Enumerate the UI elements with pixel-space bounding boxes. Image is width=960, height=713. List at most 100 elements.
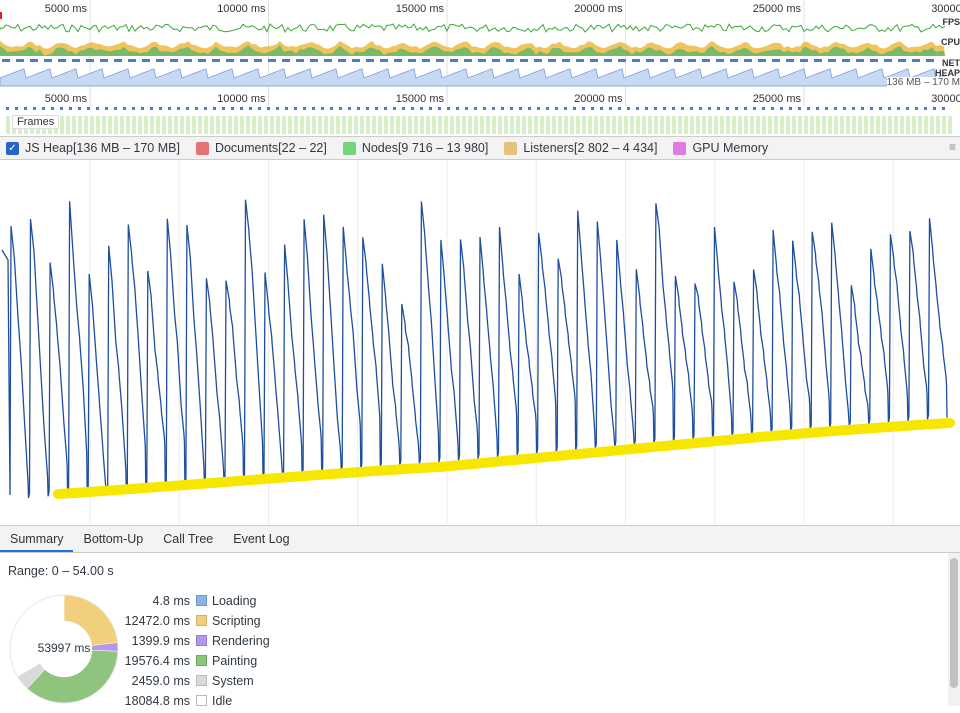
frame-bar [948, 116, 952, 134]
frame-bar [318, 116, 322, 134]
tab-event-log[interactable]: Event Log [223, 527, 299, 552]
network-marker [357, 107, 360, 110]
tab-bottom-up[interactable]: Bottom-Up [73, 527, 153, 552]
drag-handle-icon[interactable]: ≡ [949, 140, 956, 154]
network-marker [609, 107, 612, 110]
network-marker [672, 107, 675, 110]
frame-bar [360, 116, 364, 134]
net-request-bar [310, 59, 318, 62]
frame-bar [552, 116, 556, 134]
network-marker [771, 107, 774, 110]
tab-call-tree[interactable]: Call Tree [153, 527, 223, 552]
network-marker [294, 107, 297, 110]
frame-bar [384, 116, 388, 134]
frame-bar [750, 116, 754, 134]
frame-bar [822, 116, 826, 134]
net-request-bar [534, 59, 542, 62]
frame-bar [312, 116, 316, 134]
frame-bar [162, 116, 166, 134]
net-request-bar [184, 59, 192, 62]
net-request-bar [268, 59, 276, 62]
frame-bar [936, 116, 940, 134]
baseline-highlight-stroke [58, 423, 950, 494]
network-marker [942, 107, 945, 110]
counter-label: Listeners[2 802 – 4 434] [523, 141, 657, 155]
frame-bar [234, 116, 238, 134]
net-request-bar [842, 59, 850, 62]
frame-bar [840, 116, 844, 134]
network-marker [96, 107, 99, 110]
heap-range-readout: 136 MB – 170 M [887, 77, 960, 88]
ruler-tick-label: 20000 ms [574, 3, 623, 15]
frame-bar [870, 116, 874, 134]
network-marker [573, 107, 576, 110]
network-marker [807, 107, 810, 110]
frames-track[interactable]: Frames [0, 106, 960, 137]
network-marker [654, 107, 657, 110]
net-request-bar [142, 59, 150, 62]
network-marker [690, 107, 693, 110]
net-request-bar [394, 59, 402, 62]
frame-bar [66, 116, 70, 134]
net-request-bar [72, 59, 80, 62]
network-marker [816, 107, 819, 110]
net-request-bar [2, 59, 10, 62]
frame-bar [690, 116, 694, 134]
tab-summary[interactable]: Summary [0, 527, 73, 552]
memory-chart[interactable] [0, 160, 960, 526]
net-request-bar [156, 59, 164, 62]
frame-bar [138, 116, 142, 134]
ruler-tick-label: 10000 ms [217, 3, 266, 15]
frame-bar [528, 116, 532, 134]
frame-bar [564, 116, 568, 134]
network-marker [159, 107, 162, 110]
frame-bar [414, 116, 418, 134]
net-request-bar [884, 59, 892, 62]
frame-bar [576, 116, 580, 134]
system-swatch [196, 675, 207, 686]
network-marker [393, 107, 396, 110]
counter-js-heap[interactable]: ✓JS Heap[136 MB – 170 MB] [6, 141, 180, 155]
frame-bar [180, 116, 184, 134]
counter-gpu-memory[interactable]: GPU Memory [673, 141, 768, 155]
net-request-bar [282, 59, 290, 62]
net-request-bar [226, 59, 234, 62]
network-marker [123, 107, 126, 110]
net-request-bar [16, 59, 24, 62]
network-marker [762, 107, 765, 110]
frame-bar [468, 116, 472, 134]
network-marker [303, 107, 306, 110]
frame-bar [354, 116, 358, 134]
network-marker [546, 107, 549, 110]
network-marker [177, 107, 180, 110]
network-marker [240, 107, 243, 110]
network-marker [384, 107, 387, 110]
track-label-fps: FPS [942, 17, 960, 27]
network-marker [87, 107, 90, 110]
frame-bar [294, 116, 298, 134]
network-marker [420, 107, 423, 110]
red-marker [0, 12, 2, 19]
frame-bar [732, 116, 736, 134]
frame-bar [906, 116, 910, 134]
frame-bar [114, 116, 118, 134]
network-marker [222, 107, 225, 110]
frame-bar [396, 116, 400, 134]
counter-nodes[interactable]: Nodes[9 716 – 13 980] [343, 141, 489, 155]
network-marker [708, 107, 711, 110]
network-marker [114, 107, 117, 110]
net-request-bar [828, 59, 836, 62]
frame-bar [522, 116, 526, 134]
network-marker [429, 107, 432, 110]
frame-bar [108, 116, 112, 134]
counter-listeners[interactable]: Listeners[2 802 – 4 434] [504, 141, 657, 155]
scrollbar-thumb[interactable] [950, 558, 958, 688]
network-marker [312, 107, 315, 110]
frame-bar [534, 116, 538, 134]
counter-documents[interactable]: Documents[22 – 22] [196, 141, 327, 155]
frame-bar [366, 116, 370, 134]
frame-bar [918, 116, 922, 134]
